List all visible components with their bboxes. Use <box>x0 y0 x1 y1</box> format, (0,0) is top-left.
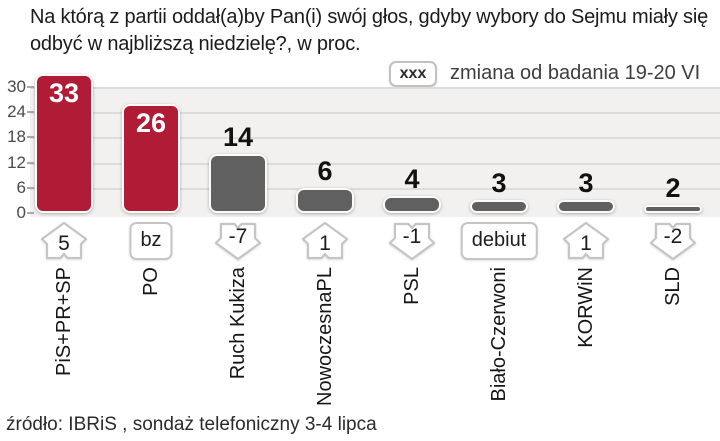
bar <box>383 196 441 213</box>
y-tick-mark <box>27 212 34 214</box>
y-tick-mark <box>27 187 34 189</box>
bar-value: 2 <box>665 173 681 203</box>
change-down-arrow: -2 <box>649 222 697 261</box>
party-label: PSL <box>401 267 423 305</box>
change-up-arrow: 1 <box>562 221 610 260</box>
party-label: Biało-Czerwoni <box>488 267 510 402</box>
bar-value: 3 <box>578 168 594 198</box>
bar-value: 33 <box>48 78 80 108</box>
change-up-arrow: 1 <box>301 221 349 260</box>
y-tick-mark <box>27 136 34 138</box>
bar <box>557 200 615 213</box>
bar <box>644 205 702 213</box>
y-tick-mark <box>27 111 34 113</box>
bar: 33 <box>35 74 93 213</box>
svg-text:1: 1 <box>580 232 592 255</box>
source-note: źródło: IBRiS , sondaż telefoniczny 3-4 … <box>6 414 377 435</box>
svg-text:-7: -7 <box>229 225 248 248</box>
change-up-arrow: 5 <box>40 221 88 260</box>
svg-text:-2: -2 <box>664 225 683 248</box>
legend-sample-box: xxx <box>389 61 437 87</box>
bar-value: 26 <box>135 108 167 138</box>
y-tick-label: 6 <box>16 178 26 197</box>
poll-question-title: Na którą z partii oddał(a)by Pan(i) swój… <box>30 6 709 55</box>
y-tick-label: 30 <box>7 77 26 96</box>
svg-text:-1: -1 <box>403 225 422 248</box>
party-label: Ruch Kukiza <box>227 267 249 380</box>
gridline <box>30 188 720 190</box>
change-box: debiut <box>460 222 538 260</box>
bar-value: 4 <box>404 164 420 194</box>
y-tick-label: 24 <box>7 102 26 121</box>
bar-value: 14 <box>222 122 254 152</box>
party-label: PO <box>140 267 162 296</box>
bar: 26 <box>122 104 180 213</box>
y-tick-label: 0 <box>16 203 26 222</box>
change-down-arrow: -1 <box>388 222 436 261</box>
y-tick-mark <box>27 162 34 164</box>
bar-value: 3 <box>491 168 507 198</box>
bar-value: 6 <box>317 156 333 186</box>
bar <box>296 188 354 213</box>
bar <box>209 154 267 213</box>
gridline <box>30 87 720 89</box>
gridline <box>30 137 720 139</box>
gridline <box>30 163 720 165</box>
party-label: NowoczesnaPL <box>314 267 336 406</box>
party-label: SLD <box>662 267 684 306</box>
svg-text:1: 1 <box>319 232 331 255</box>
party-label: KORWiN <box>575 267 597 348</box>
y-tick-mark <box>27 86 34 88</box>
party-label: PiS+PR+SP <box>53 267 75 376</box>
y-tick-label: 12 <box>7 153 26 172</box>
change-down-arrow: -7 <box>214 222 262 261</box>
svg-text:5: 5 <box>58 232 70 255</box>
gridline <box>30 112 720 114</box>
change-box: bz <box>129 222 173 260</box>
legend-text: zmiana od badania 19-20 VI <box>450 62 701 84</box>
bar <box>470 200 528 213</box>
y-tick-label: 18 <box>7 127 26 146</box>
